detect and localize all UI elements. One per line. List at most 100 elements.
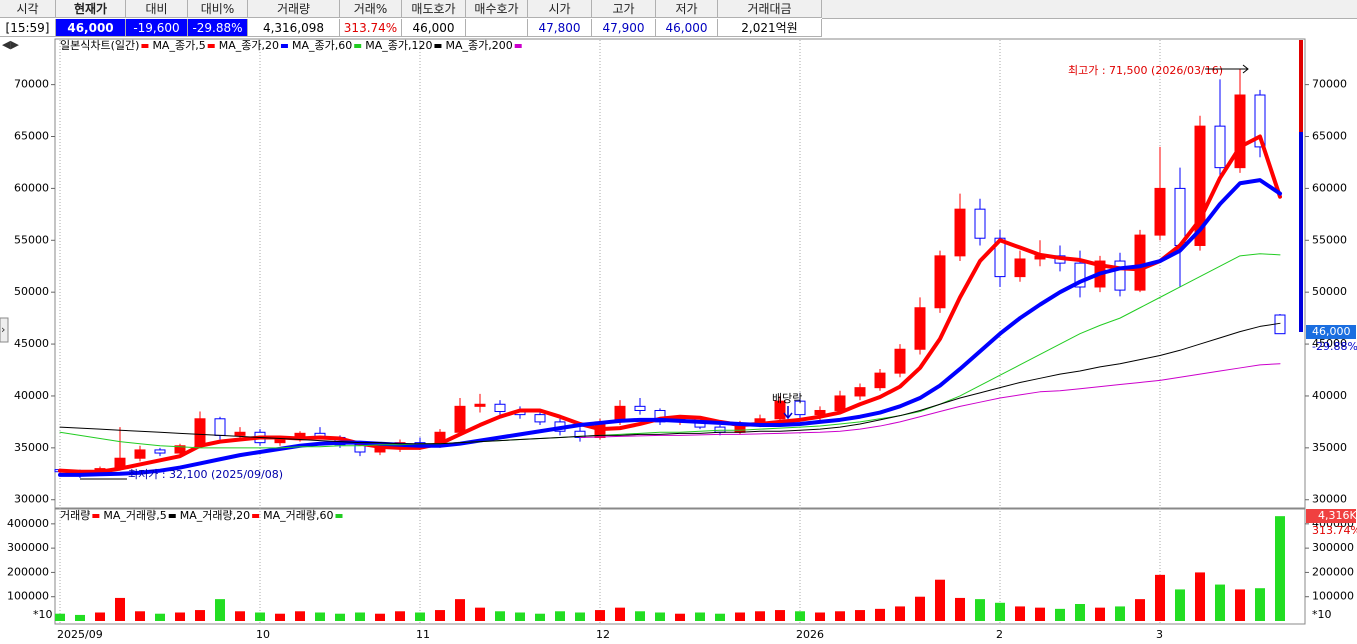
volume-bar <box>875 608 885 621</box>
candle-body <box>1174 187 1186 246</box>
column-header: 매도호가 <box>402 0 466 18</box>
candle-body <box>714 426 726 433</box>
y-tick-label: 65000 <box>1312 130 1347 143</box>
y-tick-label: 50000 <box>14 285 49 298</box>
legend-label: MA_종가,5 <box>152 39 205 52</box>
x-tick-label: 11 <box>416 628 430 641</box>
volume-bar <box>995 602 1005 621</box>
candle-body <box>1114 260 1126 291</box>
volume-bar <box>595 610 605 621</box>
event-annotation: 배당락 <box>772 392 802 405</box>
quote-value: 46,000 <box>56 19 126 37</box>
candle-body <box>834 395 846 411</box>
x-tick-label: 2 <box>996 628 1003 641</box>
y-tick-label: 55000 <box>1312 233 1347 246</box>
volume-bar <box>955 597 965 621</box>
volume-bar <box>675 613 685 621</box>
column-header: 거래대금 <box>718 0 822 18</box>
quote-value: [15:59] <box>0 19 56 37</box>
volume-bar <box>535 613 545 621</box>
x-tick-label: 3 <box>1156 628 1163 641</box>
volume-bar <box>1015 606 1025 621</box>
low-annotation: 최저가 : 32,100 (2025/09/08) <box>128 468 283 481</box>
candle-body <box>214 418 226 436</box>
column-header: 거래량 <box>248 0 340 18</box>
candle-body <box>154 449 166 454</box>
volume-bar <box>155 613 165 621</box>
candle-body <box>1014 258 1026 278</box>
x-tick-label: 12 <box>596 628 610 641</box>
volume-bar <box>115 597 125 621</box>
candle-body <box>974 208 986 239</box>
candle-body <box>134 449 146 459</box>
nav-arrows: ◀▶ <box>2 38 19 51</box>
candle-body <box>454 405 466 433</box>
volume-bar <box>255 612 265 621</box>
candle-body <box>774 400 786 420</box>
volume-bar <box>855 610 865 621</box>
volume-bar <box>495 611 505 621</box>
quote-value: 46,000 <box>402 19 466 37</box>
price-tag-box <box>1306 325 1356 339</box>
candle-body <box>1194 125 1206 246</box>
ma-line <box>59 253 1281 449</box>
volume-bar <box>795 611 805 621</box>
volume-bar <box>95 612 105 621</box>
y-tick-label: 70000 <box>1312 78 1347 91</box>
legend-swatch <box>92 514 100 518</box>
legend-label: MA_종가,20 <box>219 39 279 52</box>
candle-body <box>994 237 1006 278</box>
volume-pane <box>54 508 1306 625</box>
scroll-arrow: › <box>1 323 5 336</box>
volume-bar <box>615 607 625 621</box>
header-filler <box>822 0 1357 19</box>
volume-bar <box>1075 603 1085 621</box>
volume-bar <box>235 611 245 621</box>
event-arrow <box>783 406 793 420</box>
candle-body <box>1214 125 1226 169</box>
volume-bar <box>455 599 465 621</box>
y-tick-label: 100000 <box>7 590 49 603</box>
column-header: 저가 <box>656 0 718 18</box>
y-tick-label: 200000 <box>7 565 49 578</box>
scroll-button <box>0 317 9 343</box>
quote-value: 47,800 <box>528 19 592 37</box>
candle-body <box>1074 262 1086 288</box>
volume-bar <box>1275 516 1285 621</box>
volume-bar <box>475 607 485 621</box>
volume-bar <box>1095 607 1105 621</box>
change-tag: -29.88% <box>1312 340 1357 353</box>
volume-bar <box>1155 574 1165 621</box>
volume-bar <box>695 612 705 621</box>
y-tick-label: 65000 <box>14 130 49 143</box>
y-tick-label: 100000 <box>1312 590 1354 603</box>
candle-body <box>274 439 286 444</box>
volume-tag: 4,316K <box>1318 509 1357 522</box>
y-tick-label: 300000 <box>1312 541 1354 554</box>
legend-swatch <box>514 44 522 48</box>
volume-bar <box>1035 607 1045 621</box>
volume-bar <box>575 612 585 621</box>
volume-bar <box>195 610 205 621</box>
volume-bar <box>1235 589 1245 621</box>
column-header: 대비% <box>188 0 248 18</box>
column-header: 현재가 <box>56 0 126 18</box>
volume-bar <box>415 612 425 621</box>
ma-line <box>58 178 1282 477</box>
quote-value: 2,021억원 <box>718 19 822 37</box>
candle-body <box>1254 94 1266 148</box>
candle-body <box>654 409 666 423</box>
volume-bar <box>635 611 645 621</box>
candle-body <box>634 405 646 411</box>
legend-swatch <box>168 514 176 518</box>
quote-table: 시각 [15:59] 현재가 46,000 대비 -19,600 대비% -29.88% 거래량… <box>0 0 1357 38</box>
legend-label: MA_종가,60 <box>292 39 352 52</box>
volume-bar <box>515 612 525 621</box>
legend-swatch <box>280 44 288 48</box>
x-tick-label: 2026 <box>796 628 824 641</box>
ratio-tag: 313.74% <box>1312 524 1357 537</box>
volume-bar <box>835 611 845 621</box>
volume-bar <box>375 613 385 621</box>
column-header: 시각 <box>0 0 56 18</box>
volume-bar <box>655 612 665 621</box>
